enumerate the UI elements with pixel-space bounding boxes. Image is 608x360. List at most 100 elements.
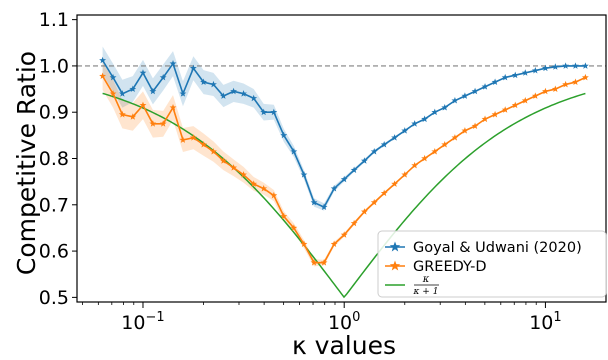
data-point-greedy [370,198,378,206]
legend: Goyal & Udwani (2020) GREEDY-D κ κ + 1 [377,230,607,298]
data-point-goyal [320,203,328,211]
data-point-goyal [330,184,338,192]
data-point-greedy [350,219,358,227]
y-tick-label: 1.1 [39,9,69,31]
legend-goyal-star-icon [389,241,401,252]
data-point-greedy [360,208,368,215]
data-point-goyal [431,108,439,116]
y-tick-label: 0.9 [39,102,69,124]
data-point-goyal [129,85,137,92]
legend-item-ratio: κ κ + 1 [385,274,439,297]
data-point-greedy [139,101,147,109]
data-point-greedy [572,78,579,86]
data-point-greedy [340,231,348,238]
series-line-ratio [102,92,586,299]
data-point-greedy [391,180,399,187]
data-point-goyal [310,198,318,206]
y-axis-label: Competitive Ratio [12,51,41,275]
data-point-goyal [300,171,308,178]
data-point-goyal [481,83,489,90]
data-point-goyal [401,127,409,134]
legend-ratio-numerator: κ [422,274,430,285]
data-point-goyal [501,73,509,81]
data-point-goyal [109,73,117,81]
data-point-greedy [531,92,539,99]
data-point-greedy [521,97,529,104]
data-point-goyal [260,108,268,116]
data-point-goyal [380,141,388,148]
data-point-greedy [210,147,217,155]
data-point-goyal [360,157,368,164]
data-point-greedy [511,101,519,109]
data-point-greedy [118,110,126,118]
data-point-greedy [542,87,549,95]
x-tick-label: 101 [529,310,561,334]
data-point-greedy [562,80,570,88]
data-point-greedy [330,240,338,248]
data-point-greedy [401,171,409,178]
data-point-greedy [149,120,157,127]
legend-goyal-label: Goyal & Udwani (2020) [413,240,582,256]
y-tick-label: 0.6 [39,241,69,263]
data-point-goyal [350,166,358,173]
legend-item-goyal: Goyal & Udwani (2020) [385,240,582,256]
data-point-goyal [200,78,207,86]
x-tick-label: 100 [328,310,360,334]
x-axis-ticks: 10−1 100 101 [82,302,562,334]
legend-ratio-denominator: κ + 1 [413,287,439,297]
data-point-goyal [370,147,378,155]
data-point-greedy [270,191,278,199]
data-point-greedy [99,72,107,80]
band-goyal [102,46,586,211]
data-point-greedy [310,259,318,266]
legend-greedy-label: GREEDY-D [413,259,487,275]
data-point-greedy [461,127,469,134]
data-point-greedy [320,259,328,266]
data-point-goyal [471,87,479,95]
data-point-goyal [118,90,126,97]
data-point-goyal [562,62,570,69]
data-point-greedy [481,115,489,123]
legend-item-greedy: GREEDY-D [385,259,487,275]
series-markers [99,56,589,266]
y-tick-label: 0.5 [39,287,69,309]
data-point-goyal [531,66,539,74]
data-point-goyal [219,92,227,99]
data-point-goyal [280,131,288,139]
data-point-goyal [99,56,107,64]
data-point-greedy [300,240,308,248]
data-point-goyal [551,63,559,70]
y-axis-ticks: 0.5 0.6 0.7 0.8 0.9 1.0 1.1 [39,9,77,309]
data-point-goyal [250,94,258,102]
data-point-goyal [290,147,298,155]
data-point-greedy [431,147,439,155]
data-point-goyal [461,92,469,99]
data-point-greedy [219,157,227,164]
data-point-greedy [159,120,167,127]
data-point-goyal [581,62,589,69]
data-point-goyal [572,62,579,69]
data-point-greedy [129,113,137,120]
y-tick-label: 1.0 [39,55,69,77]
data-point-goyal [411,120,419,127]
data-point-goyal [240,90,247,97]
data-point-greedy [380,189,388,197]
data-point-greedy [551,85,559,92]
data-point-goyal [270,108,278,116]
data-point-goyal [511,71,519,79]
data-point-goyal [391,134,399,141]
data-point-goyal [169,60,177,67]
data-point-goyal [230,87,238,95]
data-point-greedy [441,141,449,148]
data-point-goyal [441,103,449,111]
data-point-greedy [260,184,268,192]
y-tick-label: 0.7 [39,194,69,216]
data-point-goyal [159,73,167,81]
series-line-goyal [101,59,586,209]
data-point-goyal [189,64,197,72]
data-point-greedy [290,224,298,231]
data-point-goyal [340,175,348,183]
data-point-greedy [230,164,238,171]
data-point-greedy [200,141,207,148]
data-point-goyal [179,90,187,97]
